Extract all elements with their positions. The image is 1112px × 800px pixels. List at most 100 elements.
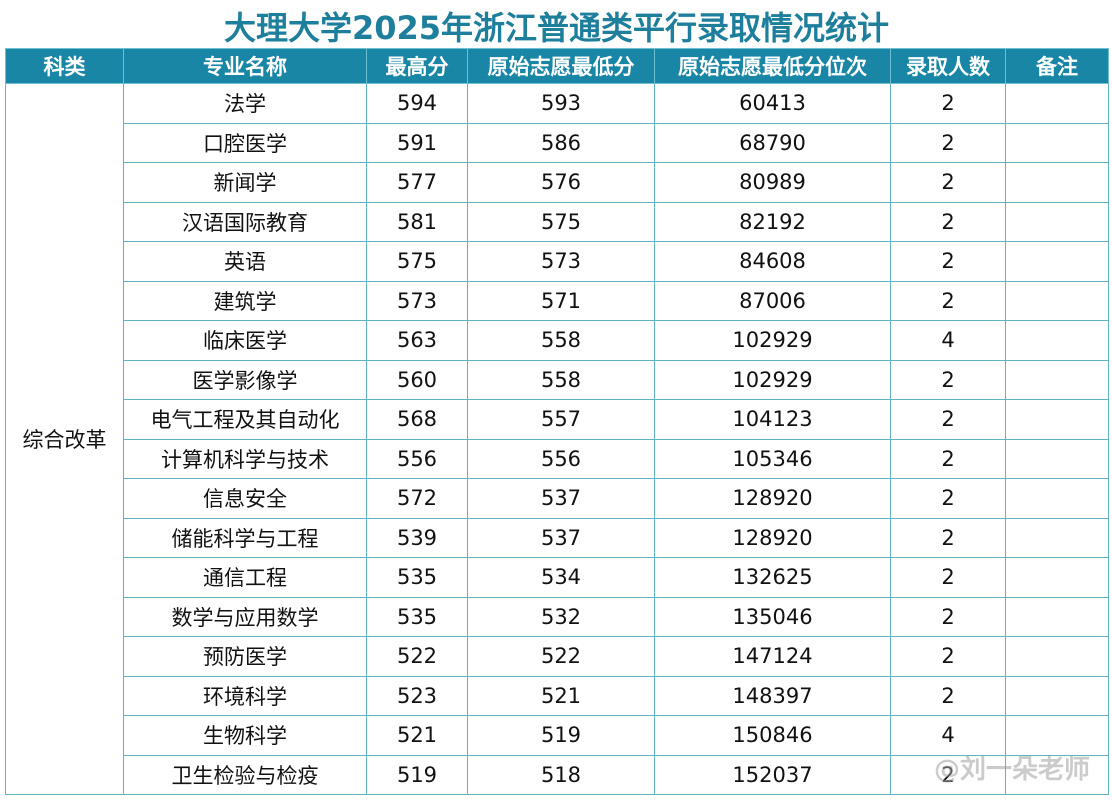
count-cell: 2 <box>890 399 1006 440</box>
count-cell: 2 <box>890 241 1006 282</box>
min-rank-cell: 60413 <box>654 83 891 124</box>
min-score-cell: 557 <box>467 399 655 440</box>
min-rank-cell: 84608 <box>654 241 891 282</box>
table-row: 医学影像学 560 558 102929 2 <box>6 359 1109 400</box>
major-cell: 卫生检验与检疫 <box>123 754 367 795</box>
min-rank-cell: 82192 <box>654 201 891 242</box>
header-min-score: 原始志愿最低分 <box>467 48 655 84</box>
min-score-cell: 593 <box>467 83 655 124</box>
table-row: 数学与应用数学 535 532 135046 2 <box>6 596 1109 637</box>
note-cell <box>1005 636 1109 677</box>
count-cell: 2 <box>890 83 1006 124</box>
note-cell <box>1005 122 1109 163</box>
min-score-cell: 519 <box>467 715 655 756</box>
min-score-cell: 571 <box>467 280 655 321</box>
note-cell <box>1005 280 1109 321</box>
max-score-cell: 535 <box>366 557 468 598</box>
min-rank-cell: 150846 <box>654 715 891 756</box>
table-row: 生物科学 521 519 150846 4 <box>6 715 1109 756</box>
min-rank-cell: 152037 <box>654 754 891 795</box>
note-cell <box>1005 478 1109 519</box>
count-cell: 2 <box>890 359 1006 400</box>
note-cell <box>1005 359 1109 400</box>
header-major: 专业名称 <box>123 48 367 84</box>
min-rank-cell: 68790 <box>654 122 891 163</box>
max-score-cell: 573 <box>366 280 468 321</box>
min-score-cell: 558 <box>467 359 655 400</box>
table-row: 建筑学 573 571 87006 2 <box>6 280 1109 321</box>
table-row: 通信工程 535 534 132625 2 <box>6 557 1109 598</box>
note-cell <box>1005 754 1109 795</box>
note-cell <box>1005 517 1109 558</box>
min-score-cell: 534 <box>467 557 655 598</box>
major-cell: 通信工程 <box>123 557 367 598</box>
min-score-cell: 575 <box>467 201 655 242</box>
header-min-rank: 原始志愿最低分位次 <box>654 48 891 84</box>
count-cell: 2 <box>890 478 1006 519</box>
header-note: 备注 <box>1005 48 1109 84</box>
min-score-cell: 537 <box>467 517 655 558</box>
major-cell: 信息安全 <box>123 478 367 519</box>
count-cell: 2 <box>890 754 1006 795</box>
note-cell <box>1005 596 1109 637</box>
min-score-cell: 532 <box>467 596 655 637</box>
count-cell: 2 <box>890 162 1006 203</box>
note-cell <box>1005 83 1109 124</box>
count-cell: 2 <box>890 517 1006 558</box>
min-score-cell: 576 <box>467 162 655 203</box>
table-row: 临床医学 563 558 102929 4 <box>6 320 1109 361</box>
note-cell <box>1005 675 1109 716</box>
count-cell: 2 <box>890 438 1006 479</box>
min-score-cell: 558 <box>467 320 655 361</box>
min-rank-cell: 102929 <box>654 359 891 400</box>
max-score-cell: 563 <box>366 320 468 361</box>
header-max-score: 最高分 <box>366 48 468 84</box>
max-score-cell: 539 <box>366 517 468 558</box>
note-cell <box>1005 557 1109 598</box>
major-cell: 口腔医学 <box>123 122 367 163</box>
table-row: 英语 575 573 84608 2 <box>6 241 1109 282</box>
table-row: 汉语国际教育 581 575 82192 2 <box>6 201 1109 242</box>
count-cell: 2 <box>890 201 1006 242</box>
min-score-cell: 521 <box>467 675 655 716</box>
major-cell: 新闻学 <box>123 162 367 203</box>
count-cell: 2 <box>890 122 1006 163</box>
count-cell: 2 <box>890 675 1006 716</box>
admission-sheet: 大理大学2025年浙江普通类平行录取情况统计 科类 专业名称 最高分 原始志愿最… <box>5 6 1109 796</box>
min-score-cell: 573 <box>467 241 655 282</box>
note-cell <box>1005 438 1109 479</box>
min-rank-cell: 132625 <box>654 557 891 598</box>
header-category: 科类 <box>5 48 124 84</box>
note-cell <box>1005 241 1109 282</box>
major-cell: 预防医学 <box>123 636 367 677</box>
max-score-cell: 591 <box>366 122 468 163</box>
min-score-cell: 518 <box>467 754 655 795</box>
major-cell: 临床医学 <box>123 320 367 361</box>
table-row: 信息安全 572 537 128920 2 <box>6 478 1109 519</box>
major-cell: 医学影像学 <box>123 359 367 400</box>
major-cell: 环境科学 <box>123 675 367 716</box>
note-cell <box>1005 162 1109 203</box>
header-row: 科类 专业名称 最高分 原始志愿最低分 原始志愿最低分位次 录取人数 备注 <box>5 48 1109 84</box>
major-cell: 生物科学 <box>123 715 367 756</box>
min-rank-cell: 128920 <box>654 517 891 558</box>
major-cell: 建筑学 <box>123 280 367 321</box>
max-score-cell: 594 <box>366 83 468 124</box>
max-score-cell: 519 <box>366 754 468 795</box>
note-cell <box>1005 201 1109 242</box>
max-score-cell: 535 <box>366 596 468 637</box>
min-rank-cell: 128920 <box>654 478 891 519</box>
max-score-cell: 581 <box>366 201 468 242</box>
major-cell: 汉语国际教育 <box>123 201 367 242</box>
table-row: 环境科学 523 521 148397 2 <box>6 675 1109 716</box>
table-row: 储能科学与工程 539 537 128920 2 <box>6 517 1109 558</box>
max-score-cell: 560 <box>366 359 468 400</box>
min-score-cell: 556 <box>467 438 655 479</box>
table-row: 预防医学 522 522 147124 2 <box>6 636 1109 677</box>
major-cell: 电气工程及其自动化 <box>123 399 367 440</box>
min-score-cell: 586 <box>467 122 655 163</box>
max-score-cell: 521 <box>366 715 468 756</box>
note-cell <box>1005 320 1109 361</box>
max-score-cell: 522 <box>366 636 468 677</box>
major-cell: 储能科学与工程 <box>123 517 367 558</box>
